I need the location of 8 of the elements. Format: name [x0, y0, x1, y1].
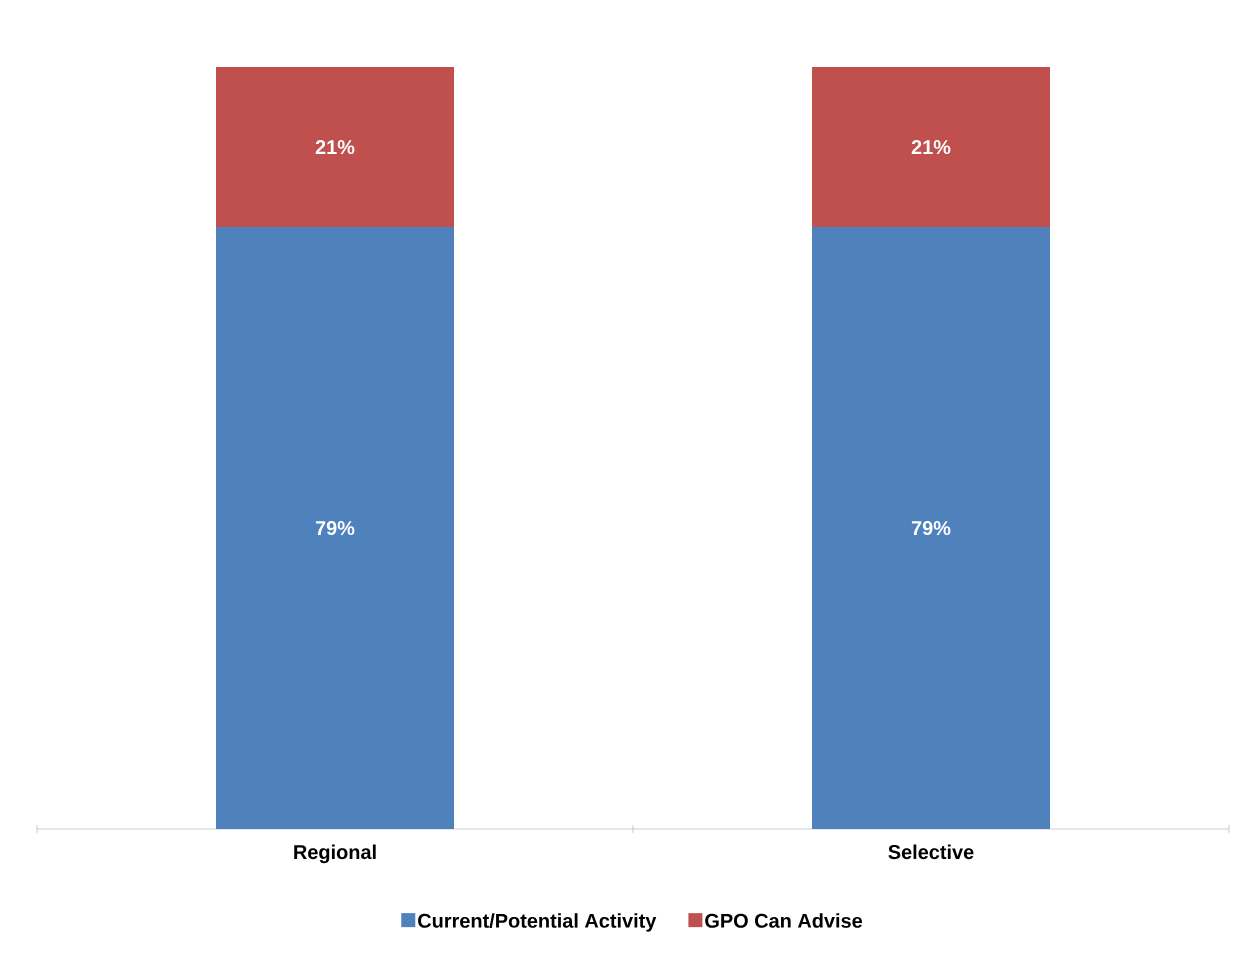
data-label: 79%	[315, 520, 355, 536]
legend-label: Current/Potential Activity	[418, 913, 657, 932]
data-label: 21%	[911, 140, 951, 155]
x-tick-label: Regional	[294, 844, 376, 864]
x-tick-label: Selective	[888, 844, 974, 860]
data-label: 21%	[315, 140, 355, 155]
data-label: 79%	[911, 520, 951, 536]
legend-label: GPO Can Advise	[705, 913, 863, 928]
